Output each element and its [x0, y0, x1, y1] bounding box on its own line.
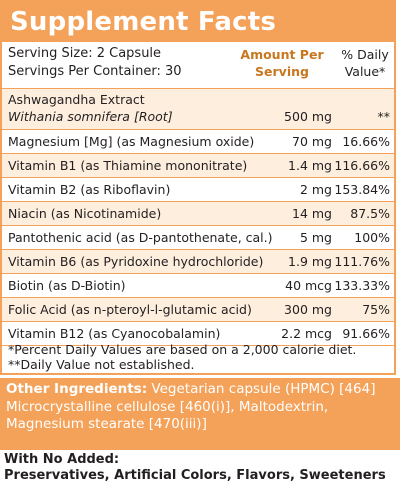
other-ingredients: Other Ingredients: Vegetarian capsule (H… — [0, 378, 400, 450]
nutrient-amount: 2 mg — [299, 182, 332, 197]
dv-header: % Daily Value* — [334, 46, 396, 80]
nutrient-daily-value: 116.66% — [334, 158, 390, 173]
nutrient-amount: 5 mg — [299, 230, 332, 245]
nutrient-amount: 14 mg — [292, 206, 332, 221]
amount-header-line1: Amount Per — [240, 47, 324, 62]
dv-header-line1: % Daily — [341, 47, 389, 62]
nutrient-amount: 40 mcg — [285, 278, 332, 293]
nutrient-amount: 2.2 mcg — [281, 326, 332, 341]
nutrient-name: Vitamin B2 (as Riboflavin) — [8, 182, 171, 197]
nutrient-daily-value: 133.33% — [334, 278, 390, 293]
nutrient-amount: 500 mg — [284, 109, 332, 124]
no-added-section: With No Added: Preservatives, Artificial… — [4, 452, 386, 484]
nutrient-daily-value: 75% — [362, 302, 390, 317]
nutrient-row: Pantothenic acid (as D-pantothenate, cal… — [2, 226, 394, 250]
nutrient-daily-value: 100% — [354, 230, 390, 245]
nutrient-row: Vitamin B1 (as Thiamine mononitrate) 1.4 … — [2, 154, 394, 178]
panel-title: Supplement Facts — [2, 2, 394, 42]
nutrient-row-ashwagandha: Ashwagandha Extract Withania somnifera [… — [2, 89, 394, 130]
no-added-text: Preservatives, Artificial Colors, Flavor… — [4, 468, 386, 483]
nutrient-amount: 1.4 mg — [288, 158, 332, 173]
amount-header: Amount Per Serving — [230, 46, 334, 80]
nutrient-amount: 300 mg — [284, 302, 332, 317]
nutrient-daily-value: 111.76% — [334, 254, 390, 269]
other-ingredients-label: Other Ingredients: — [6, 381, 148, 397]
nutrient-daily-value: 91.66% — [342, 326, 390, 341]
nutrient-rows: Magnesium [Mg] (as Magnesium oxide) 70 mg… — [2, 130, 394, 346]
nutrient-amount: 1.9 mg — [288, 254, 332, 269]
footnote-dv-not-established: **Daily Value not established. — [8, 357, 195, 372]
serving-size: Serving Size: 2 Capsule — [8, 46, 162, 61]
nutrient-name: Folic Acid (as n-pteroyl-l-glutamic acid… — [8, 302, 252, 317]
nutrient-name: Biotin (as D-Biotin) — [8, 278, 126, 293]
amount-header-line2: Serving — [255, 64, 309, 79]
servings-per-container: Servings Per Container: 30 — [8, 64, 182, 79]
nutrient-name: Ashwagandha Extract — [8, 92, 145, 107]
nutrient-amount: 70 mg — [292, 134, 332, 149]
nutrient-daily-value: 153.84% — [334, 182, 390, 197]
nutrient-name: Niacin (as Nicotinamide) — [8, 206, 162, 221]
no-added-label: With No Added: — [4, 452, 120, 467]
other-ingredients-text: Vegetarian capsule (HPMC) [464] Microcry… — [6, 381, 376, 432]
nutrient-name: Vitamin B6 (as Pyridoxine hydrochloride) — [8, 254, 264, 269]
serving-info: Serving Size: 2 Capsule Servings Per Con… — [2, 42, 394, 89]
nutrient-latin-name: Withania somnifera [Root] — [8, 109, 173, 124]
nutrient-name: Pantothenic acid (as D-pantothenate, cal… — [8, 230, 273, 245]
nutrient-row: Biotin (as D-Biotin) 40 mcg 133.33% — [2, 274, 394, 298]
supplement-facts-panel: Supplement Facts Serving Size: 2 Capsule… — [0, 0, 396, 375]
footnotes: *Percent Daily Values are based on a 2,0… — [8, 342, 392, 372]
nutrient-daily-value: ** — [377, 109, 391, 124]
footnote-percent-dv: *Percent Daily Values are based on a 2,0… — [8, 342, 357, 357]
nutrient-daily-value: 16.66% — [342, 134, 390, 149]
nutrient-row: Vitamin B2 (as Riboflavin) 2 mg 153.84% — [2, 178, 394, 202]
nutrient-row: Vitamin B6 (as Pyridoxine hydrochloride)… — [2, 250, 394, 274]
nutrient-row: Folic Acid (as n-pteroyl-l-glutamic acid… — [2, 298, 394, 322]
nutrient-row: Vitamin B12 (as Cyanocobalamin) 2.2 mcg 91… — [2, 322, 394, 346]
nutrient-name: Vitamin B12 (as Cyanocobalamin) — [8, 326, 221, 341]
nutrient-daily-value: 87.5% — [350, 206, 390, 221]
dv-header-line2: Value* — [344, 64, 386, 79]
nutrient-row: Magnesium [Mg] (as Magnesium oxide) 70 mg… — [2, 130, 394, 154]
nutrient-name: Magnesium [Mg] (as Magnesium oxide) — [8, 134, 255, 149]
nutrient-row: Niacin (as Nicotinamide) 14 mg 87.5% — [2, 202, 394, 226]
nutrient-name: Vitamin B1 (as Thiamine mononitrate) — [8, 158, 248, 173]
